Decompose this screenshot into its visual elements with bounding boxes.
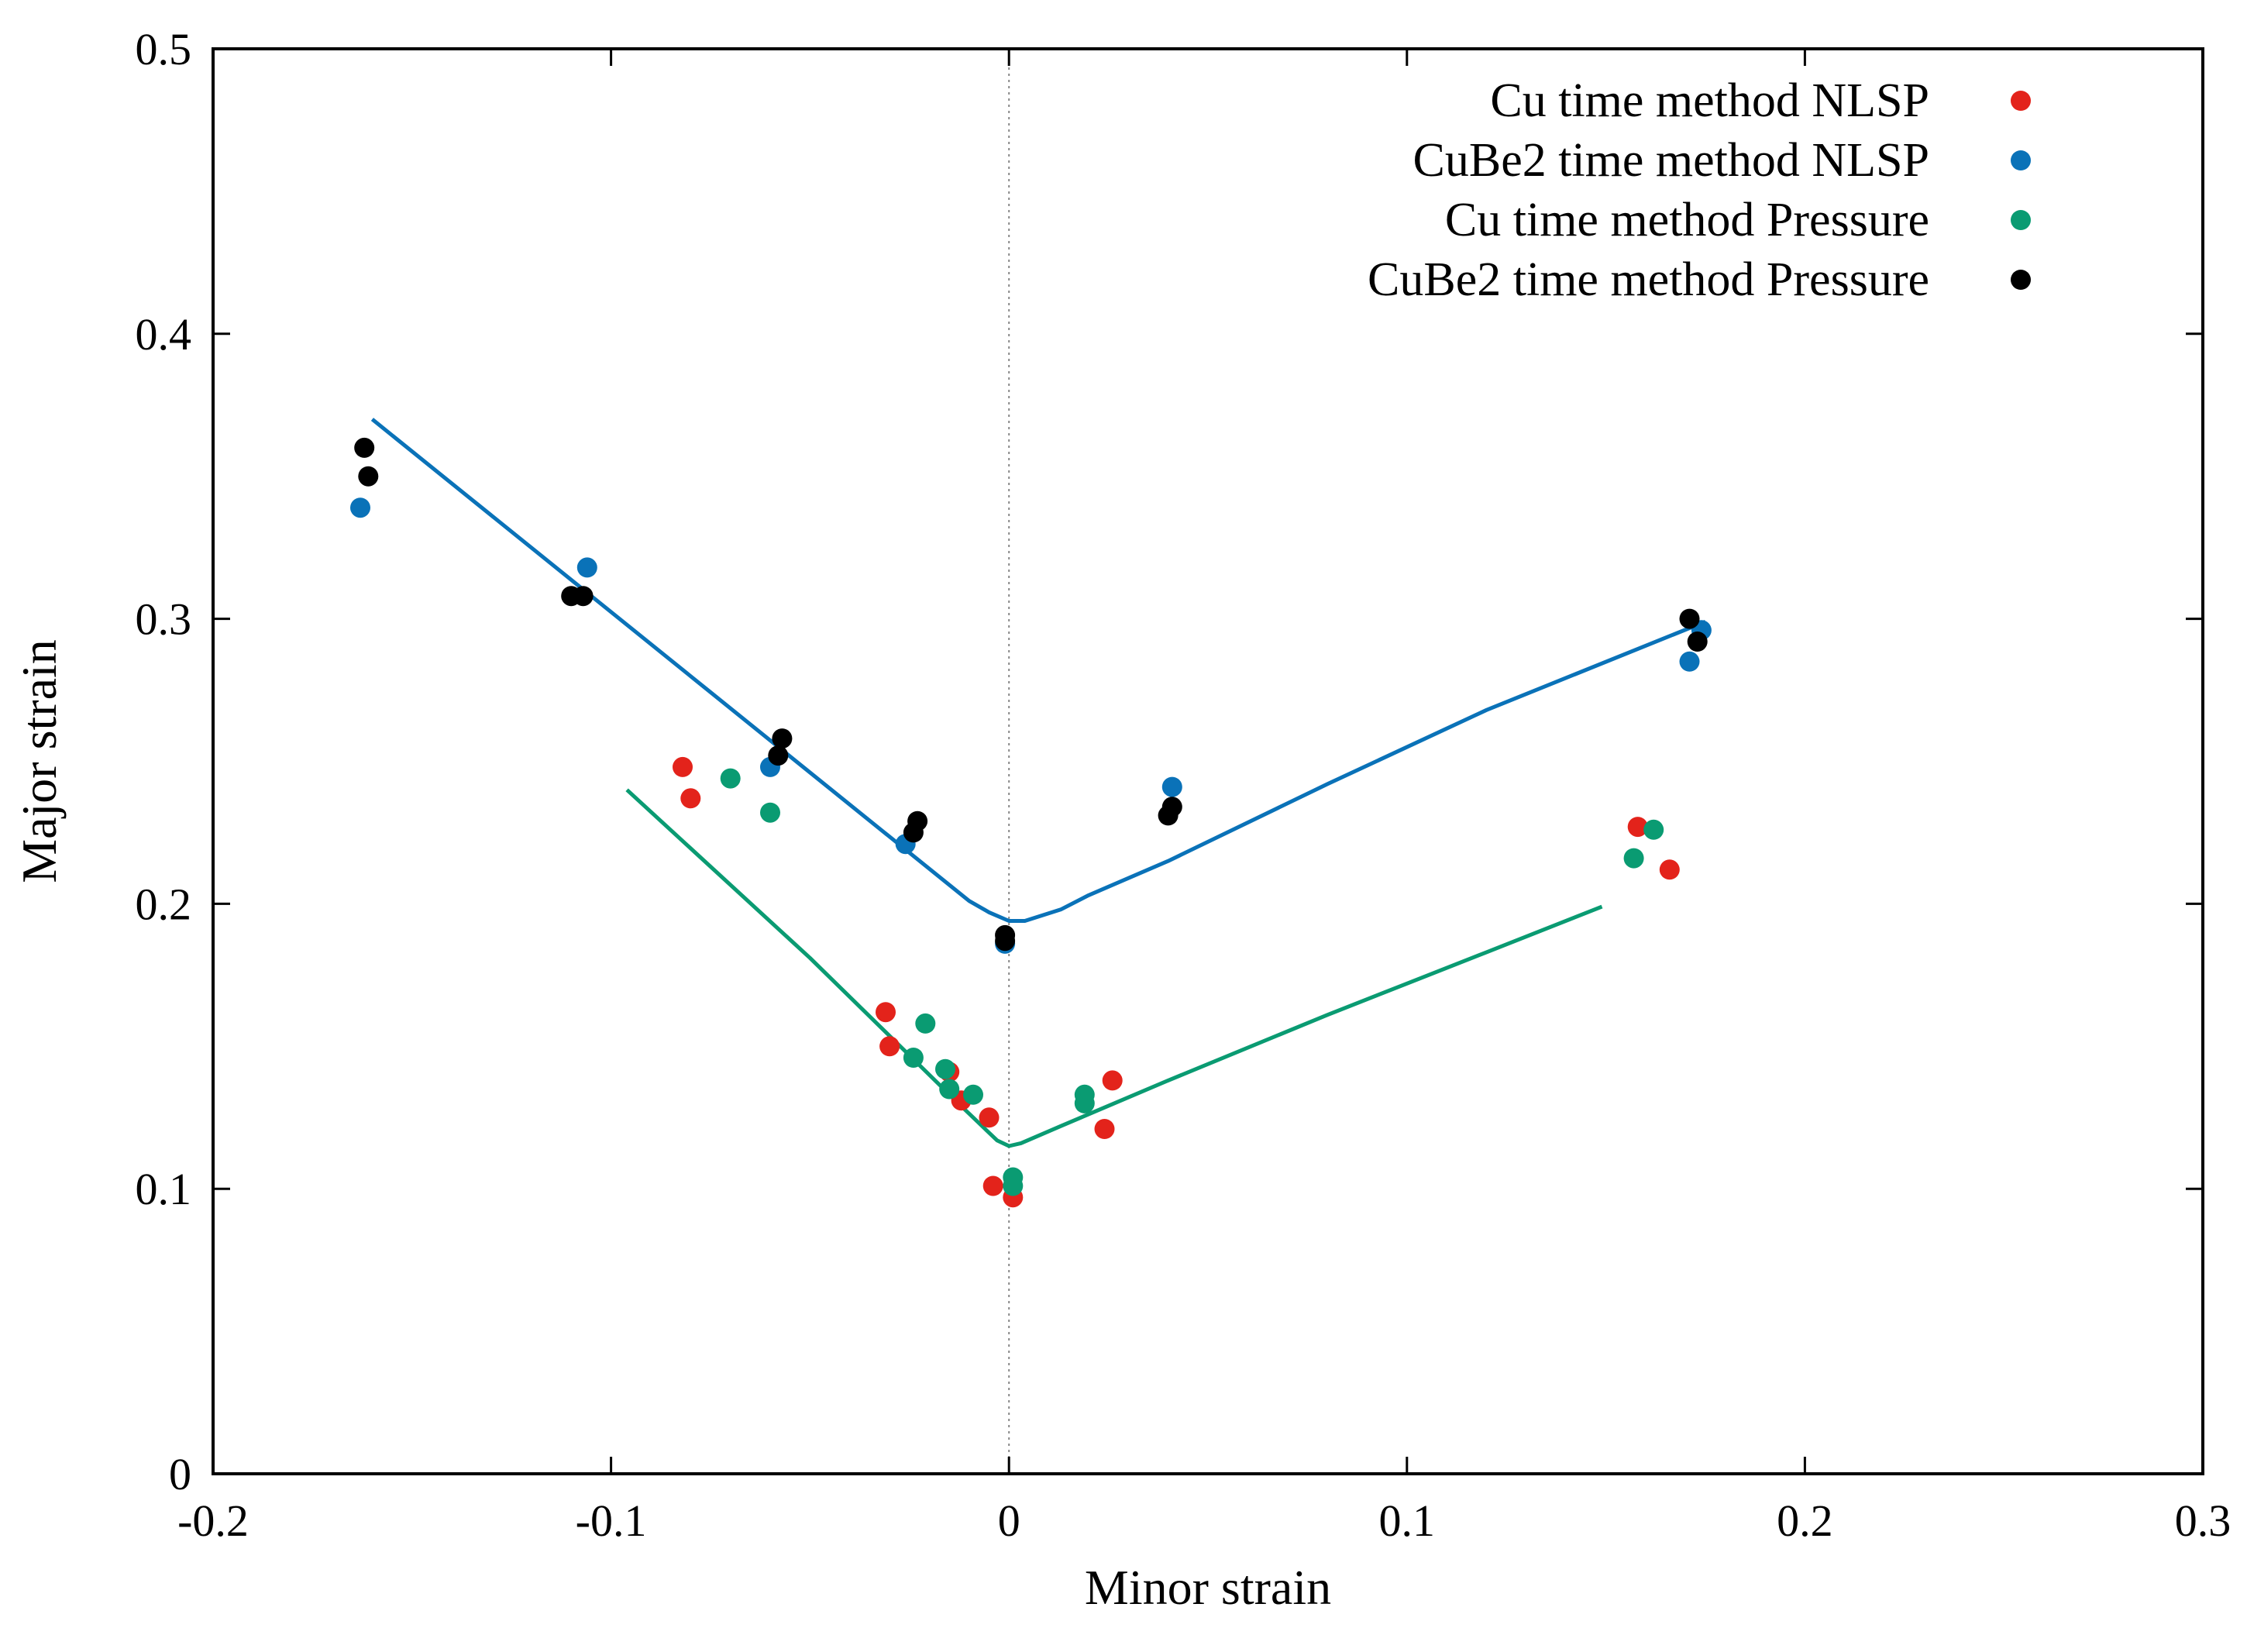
legend-marker-cu-nlsp: [2011, 91, 2031, 111]
point-cu-nlsp: [1627, 817, 1648, 838]
point-cu-nlsp: [979, 1107, 1000, 1128]
point-cu-pressure: [935, 1058, 955, 1079]
point-cube2-pressure: [903, 822, 924, 843]
point-cu-pressure: [1074, 1093, 1095, 1113]
point-cube2-pressure: [768, 745, 789, 766]
legend: Cu time method NLSP CuBe2 time method NLS…: [1368, 74, 2031, 306]
y-tick-label: 0.1: [136, 1164, 192, 1214]
data-points-layer: [350, 437, 1712, 1208]
point-cu-nlsp: [1102, 1070, 1123, 1091]
point-cu-pressure: [963, 1084, 983, 1105]
fit-line-1: [625, 788, 1603, 1148]
plot-frame: [212, 47, 2204, 1475]
point-cube2-pressure: [995, 931, 1016, 952]
point-cu-pressure: [1003, 1175, 1024, 1196]
fit-lines-layer: [370, 418, 1706, 1148]
y-axis-title: Major strain: [12, 639, 67, 883]
point-cu-pressure: [915, 1013, 936, 1034]
point-cu-pressure: [760, 802, 780, 823]
point-cube2-nlsp: [1679, 651, 1700, 672]
y-tick-label: 0.5: [136, 24, 192, 74]
fit-line-0: [370, 418, 1706, 923]
point-cu-pressure: [1643, 819, 1664, 840]
legend-marker-cube2-pressure: [2011, 270, 2031, 290]
point-cube2-nlsp: [576, 557, 597, 578]
point-cu-nlsp: [1659, 859, 1680, 880]
y-tick-label: 0.4: [136, 309, 192, 360]
point-cu-pressure: [903, 1048, 924, 1068]
point-cu-pressure: [1623, 848, 1644, 869]
point-cu-pressure: [939, 1079, 960, 1100]
y-tick-label: 0: [169, 1449, 191, 1499]
point-cube2-nlsp: [350, 497, 370, 518]
legend-label-cu-nlsp: Cu time method NLSP: [1490, 74, 1929, 127]
point-cube2-pressure: [354, 437, 375, 458]
legend-marker-cube2-nlsp: [2011, 150, 2031, 170]
legend-label-cu-pressure: Cu time method Pressure: [1445, 194, 1929, 246]
x-tick-label: 0.3: [2175, 1495, 2232, 1546]
point-cu-nlsp: [680, 788, 701, 809]
x-tick-label: 0: [998, 1495, 1020, 1546]
point-cube2-pressure: [358, 466, 379, 487]
x-tick-label: -0.2: [177, 1495, 249, 1546]
point-cu-nlsp: [982, 1175, 1003, 1196]
point-cu-nlsp: [673, 756, 693, 777]
x-tick-label: 0.2: [1777, 1495, 1833, 1546]
point-cube2-pressure: [1161, 797, 1182, 817]
point-cube2-pressure: [772, 728, 793, 749]
point-cube2-pressure: [1679, 608, 1700, 629]
legend-label-cube2-nlsp: CuBe2 time method NLSP: [1413, 134, 1930, 187]
x-axis-title: Minor strain: [1085, 1560, 1331, 1615]
legend-label-cube2-pressure: CuBe2 time method Pressure: [1368, 253, 1929, 306]
x-tick-label: -0.1: [576, 1495, 647, 1546]
point-cu-pressure: [720, 768, 741, 789]
point-cu-nlsp: [879, 1036, 900, 1057]
y-tick-label: 0.2: [136, 879, 192, 929]
point-cube2-nlsp: [1161, 776, 1182, 797]
point-cu-nlsp: [1094, 1119, 1115, 1139]
legend-marker-cu-pressure: [2011, 210, 2031, 230]
axis-ticks-layer: -0.2 -0.1 0 0.1 0.2 0.3 0 0.1 0.2 0.3 0.4 0.5: [136, 24, 2232, 1546]
point-cube2-pressure: [1687, 632, 1708, 652]
point-cu-nlsp: [876, 1002, 896, 1023]
x-tick-label: 0.1: [1379, 1495, 1436, 1546]
point-cube2-pressure: [573, 586, 594, 607]
y-tick-label: 0.3: [136, 594, 192, 645]
